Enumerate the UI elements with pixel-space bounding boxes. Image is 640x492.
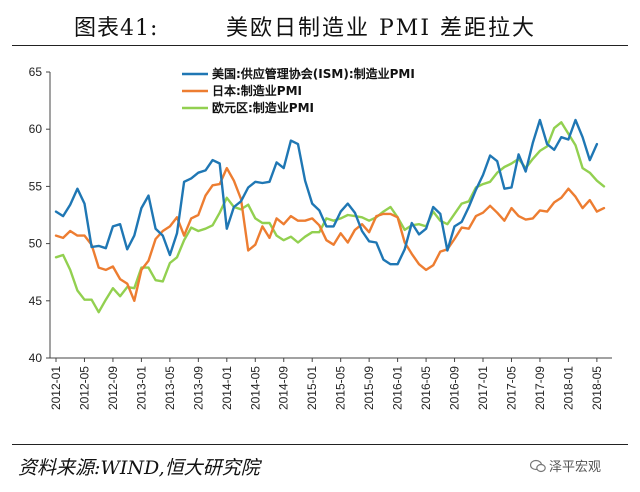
x-tick-label: 2015-05 [334, 366, 348, 410]
chart-series [56, 120, 604, 312]
y-tick-label: 55 [29, 179, 43, 193]
x-tick-label: 2016-05 [419, 366, 433, 410]
legend-label-japan: 日本:制造业PMI [212, 83, 302, 98]
x-tick-label: 2018-05 [590, 366, 604, 410]
y-tick-label: 65 [29, 65, 43, 79]
series-line-japan [56, 168, 604, 301]
y-tick-label: 40 [29, 351, 43, 365]
x-tick-label: 2013-09 [191, 366, 205, 410]
y-tick-label: 50 [29, 237, 43, 251]
x-tick-label: 2012-09 [106, 366, 120, 410]
x-tick-label: 2016-01 [391, 366, 405, 410]
x-tick-label: 2017-01 [476, 366, 490, 410]
x-tick-label: 2017-05 [504, 366, 518, 410]
pmi-line-chart: 40 45 50 55 60 65 2012-01 2012-05 2012-09 2013-01… [0, 46, 640, 442]
figure-title: 美欧日制造业 PMI 差距拉大 [226, 10, 536, 42]
series-line-us [56, 120, 597, 264]
x-tick-label: 2013-05 [163, 366, 177, 410]
x-tick-label: 2016-09 [448, 366, 462, 410]
title-bar: 图表41: 美欧日制造业 PMI 差距拉大 [0, 0, 640, 46]
x-tick-label: 2012-01 [49, 366, 63, 410]
x-tick-label: 2012-05 [77, 366, 91, 410]
watermark-text: 泽平宏观 [549, 456, 601, 475]
watermark: 泽平宏观 [530, 456, 601, 475]
wechat-icon [530, 459, 546, 473]
legend-label-eurozone: 欧元区:制造业PMI [212, 100, 314, 115]
bottom-rule [12, 444, 628, 445]
x-tick-label: 2013-01 [134, 366, 148, 410]
y-tick-label: 45 [29, 294, 43, 308]
y-tick-label: 60 [29, 122, 43, 136]
chart-axes: 40 45 50 55 60 65 2012-01 2012-05 2012-09 2013-01… [29, 65, 612, 410]
x-tick-label: 2017-09 [533, 366, 547, 410]
x-tick-label: 2014-05 [248, 366, 262, 410]
x-tick-label: 2014-01 [220, 366, 234, 410]
legend-label-us: 美国:供应管理协会(ISM):制造业PMI [212, 66, 415, 81]
x-tick-label: 2014-09 [277, 366, 291, 410]
x-tick-label: 2018-01 [561, 366, 575, 410]
x-tick-label: 2015-01 [305, 366, 319, 410]
chart-legend: 美国:供应管理协会(ISM):制造业PMI 日本:制造业PMI 欧元区:制造业PMI [182, 66, 415, 115]
figure-label: 图表41: [74, 10, 158, 42]
source-note: 资料来源:WIND,恒大研究院 [18, 453, 260, 480]
x-tick-label: 2015-09 [362, 366, 376, 410]
